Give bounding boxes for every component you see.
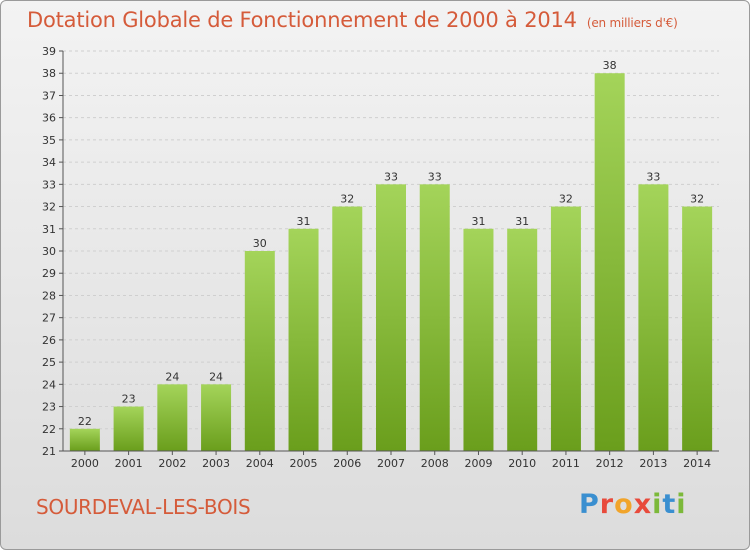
y-tick-label: 22	[42, 423, 56, 436]
data-label: 30	[253, 237, 267, 250]
x-tick-label: 2007	[377, 457, 405, 470]
x-tick-label: 2004	[246, 457, 274, 470]
data-label: 32	[690, 193, 704, 206]
bar	[244, 251, 275, 451]
bar	[638, 184, 669, 452]
y-tick-label: 31	[42, 223, 56, 236]
bar	[419, 184, 450, 452]
data-label: 22	[78, 415, 92, 428]
y-tick-label: 27	[42, 312, 56, 325]
x-tick-label: 2000	[71, 457, 99, 470]
bar	[550, 206, 581, 451]
chart-title: Dotation Globale de Fonctionnement de 20…	[27, 8, 678, 32]
y-tick-label: 28	[42, 289, 56, 302]
chart-unit: (en milliers d'€)	[586, 16, 678, 30]
y-tick-label: 29	[42, 267, 56, 280]
x-tick-label: 2013	[639, 457, 667, 470]
logo-letter: x	[633, 489, 653, 520]
data-label: 32	[340, 193, 354, 206]
data-label: 31	[515, 215, 529, 228]
y-tick-label: 36	[42, 112, 56, 125]
y-tick-label: 34	[42, 156, 56, 169]
y-axis-ticks: 21 22 23 24 25 26 27 28 29 30 31 32 33 34 35 36 37 38 39	[42, 45, 63, 458]
x-axis-ticks: 2000 2001 2002 2003 2004 2005 2006 2007 2008 2009…	[71, 451, 711, 470]
y-tick-label: 38	[42, 67, 56, 80]
data-label: 24	[165, 370, 179, 383]
x-tick-label: 2009	[464, 457, 492, 470]
bar	[376, 184, 406, 452]
bars	[69, 73, 713, 452]
y-tick-label: 24	[42, 378, 56, 391]
bar	[507, 228, 538, 451]
x-tick-label: 2006	[333, 457, 361, 470]
data-label: 33	[646, 170, 660, 183]
bar	[113, 406, 144, 451]
bar	[69, 428, 100, 451]
data-labels: 22 23 24 24 30 31 32 33 33 31 31 32 38 33 32	[78, 59, 704, 428]
data-label: 33	[428, 170, 442, 183]
y-tick-label: 26	[42, 334, 56, 347]
x-tick-label: 2010	[508, 457, 536, 470]
commune-name: SOURDEVAL-LES-BOIS	[36, 495, 251, 519]
x-tick-label: 2014	[683, 457, 711, 470]
x-tick-label: 2005	[290, 457, 318, 470]
logo-letter: t	[662, 489, 677, 520]
bar	[288, 228, 319, 451]
logo-letter: P	[579, 489, 600, 520]
x-tick-label: 2001	[115, 457, 143, 470]
logo-letter: i	[652, 489, 663, 520]
chart-title-text: Dotation Globale de Fonctionnement de 20…	[27, 8, 577, 32]
x-tick-label: 2003	[202, 457, 230, 470]
proxiti-logo: Proxiti	[579, 489, 687, 520]
x-tick-label: 2012	[596, 457, 624, 470]
x-tick-label: 2002	[158, 457, 186, 470]
y-tick-label: 25	[42, 356, 56, 369]
y-tick-label: 39	[42, 45, 56, 58]
x-tick-label: 2008	[421, 457, 449, 470]
y-tick-label: 23	[42, 401, 56, 414]
data-label: 33	[384, 170, 398, 183]
x-tick-label: 2011	[552, 457, 580, 470]
data-label: 31	[471, 215, 485, 228]
data-label: 24	[209, 370, 223, 383]
logo-letter: o	[614, 489, 634, 520]
data-label: 31	[297, 215, 311, 228]
bar	[594, 73, 625, 451]
y-tick-label: 37	[42, 89, 56, 102]
bar	[682, 206, 713, 451]
y-tick-label: 33	[42, 178, 56, 191]
bar	[332, 206, 363, 451]
data-label: 38	[603, 59, 617, 72]
bar	[201, 384, 232, 451]
bar	[463, 228, 494, 451]
logo-letter: i	[676, 489, 687, 520]
y-tick-label: 35	[42, 134, 56, 147]
data-label: 23	[122, 393, 136, 406]
y-tick-label: 21	[42, 445, 56, 458]
data-label: 32	[559, 193, 573, 206]
y-tick-label: 30	[42, 245, 56, 258]
logo-letter: r	[599, 489, 615, 520]
bar	[157, 384, 188, 451]
y-tick-label: 32	[42, 201, 56, 214]
